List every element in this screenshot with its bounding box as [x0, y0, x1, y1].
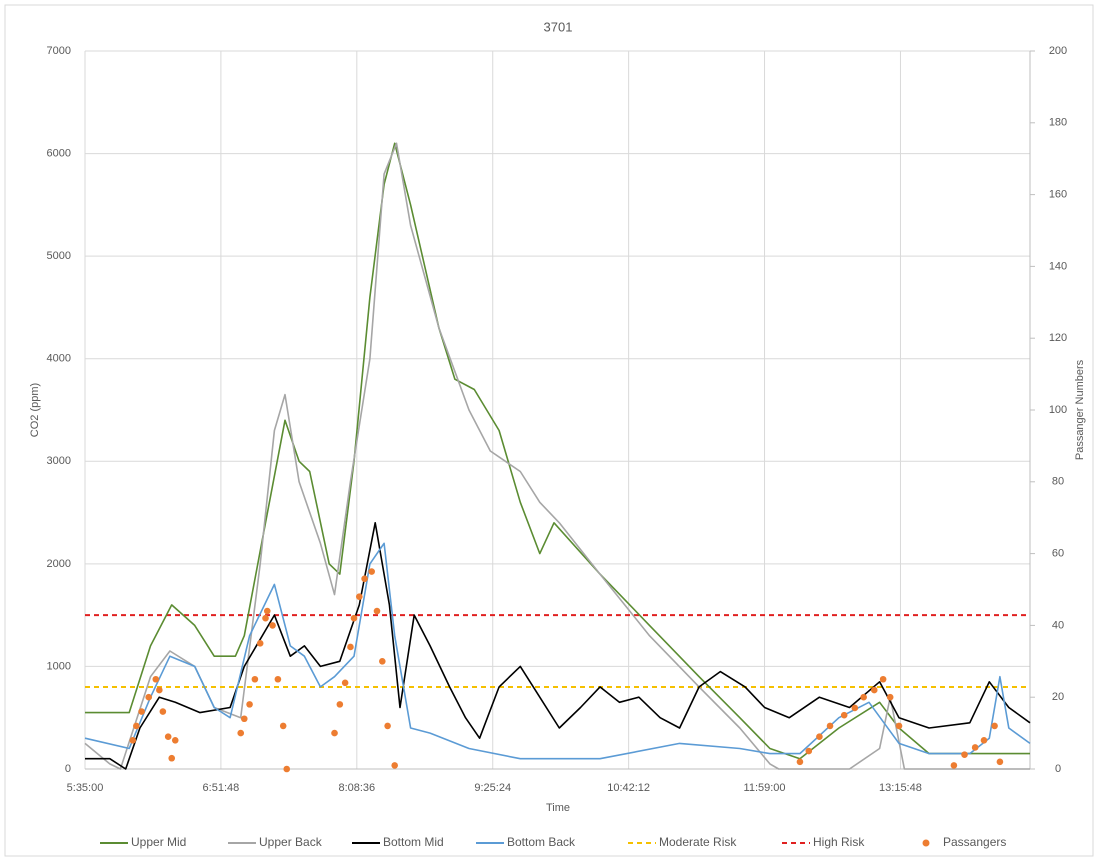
- passenger-dot: [379, 658, 386, 665]
- passenger-dot: [971, 744, 979, 751]
- passenger-dot: [269, 622, 276, 629]
- y2-tick-label: 160: [1049, 189, 1067, 201]
- passenger-dot: [384, 722, 391, 730]
- y2-axis-label: Passanger Numbers: [1074, 359, 1086, 460]
- y2-tick-label: 60: [1052, 548, 1064, 560]
- passenger-dot: [391, 762, 398, 769]
- passenger-dot: [240, 715, 248, 723]
- y2-tick-label: 20: [1052, 691, 1064, 703]
- passenger-dot: [368, 568, 375, 575]
- legend-label: High Risk: [813, 835, 865, 849]
- x-tick-label: 5:35:00: [67, 782, 104, 794]
- passenger-dot: [159, 708, 167, 715]
- y2-tick-label: 0: [1055, 763, 1061, 775]
- passenger-dot: [262, 614, 269, 622]
- y2-tick-label: 140: [1049, 260, 1067, 272]
- passenger-dot: [283, 765, 291, 773]
- y-tick-label: 7000: [47, 45, 71, 57]
- x-tick-label: 8:08:36: [338, 782, 375, 794]
- y2-tick-label: 40: [1052, 619, 1064, 631]
- legend-label: Passangers: [943, 835, 1006, 849]
- y-tick-label: 2000: [47, 558, 71, 570]
- passenger-dot: [274, 675, 282, 683]
- passenger-dot: [256, 640, 264, 647]
- passenger-dot: [152, 675, 160, 683]
- legend-label: Upper Back: [259, 835, 323, 849]
- passenger-dot: [996, 758, 1004, 766]
- passenger-dot: [826, 722, 834, 730]
- y2-tick-label: 200: [1049, 45, 1067, 57]
- passenger-dot: [145, 693, 153, 701]
- x-tick-label: 13:15:48: [879, 782, 922, 794]
- y-tick-label: 3000: [47, 455, 71, 467]
- passenger-dot: [851, 704, 859, 712]
- passenger-dot: [168, 754, 176, 762]
- passenger-dot: [355, 593, 363, 600]
- passenger-dot: [991, 722, 998, 730]
- passenger-dot: [129, 736, 137, 744]
- x-tick-label: 11:59:00: [744, 782, 786, 794]
- y-tick-label: 1000: [47, 660, 71, 672]
- passenger-dot: [980, 736, 988, 744]
- y2-tick-label: 80: [1052, 476, 1064, 488]
- x-tick-label: 10:42:12: [607, 782, 650, 794]
- passenger-dot: [796, 758, 804, 766]
- passenger-dot: [886, 693, 894, 701]
- chart-title: 3701: [544, 19, 573, 34]
- passenger-dot: [860, 693, 867, 701]
- y-tick-label: 5000: [47, 250, 71, 262]
- series-line: [85, 142, 1030, 760]
- passenger-dot: [805, 747, 813, 755]
- y2-tick-label: 180: [1049, 117, 1067, 129]
- passenger-dot: [373, 607, 381, 615]
- passenger-dot: [133, 722, 140, 730]
- passenger-dot: [347, 643, 354, 651]
- passenger-dot: [263, 607, 271, 615]
- passenger-dot: [895, 722, 903, 730]
- y-tick-label: 6000: [47, 147, 71, 159]
- passenger-dot: [840, 711, 848, 719]
- chart-border: [4, 4, 1094, 857]
- y-tick-label: 4000: [47, 353, 71, 365]
- passenger-dot: [251, 675, 259, 683]
- passenger-dot: [164, 733, 172, 740]
- passenger-dot: [237, 729, 245, 737]
- passenger-dot: [156, 686, 163, 694]
- y2-tick-label: 120: [1049, 332, 1067, 344]
- passenger-dot: [961, 751, 968, 758]
- passenger-dot: [350, 614, 358, 622]
- passenger-dot: [879, 675, 887, 683]
- passenger-dot: [870, 686, 878, 694]
- passenger-dot: [279, 722, 287, 730]
- legend-label: Upper Mid: [131, 835, 186, 849]
- legend-swatch: [922, 839, 930, 847]
- passenger-dot: [341, 679, 349, 687]
- x-tick-label: 9:25:24: [474, 782, 511, 794]
- y-axis-label: CO2 (ppm): [29, 383, 41, 437]
- passenger-dot: [336, 701, 344, 708]
- legend-label: Bottom Mid: [383, 835, 444, 849]
- series-line: [84, 542, 1031, 760]
- x-axis-label: Time: [546, 802, 570, 814]
- passenger-dot: [816, 733, 823, 740]
- passenger-dot: [138, 708, 145, 715]
- passenger-dot: [331, 729, 338, 737]
- passenger-dot: [950, 762, 958, 769]
- y2-tick-label: 100: [1049, 404, 1067, 416]
- passenger-dot: [246, 701, 253, 708]
- y-tick-label: 0: [65, 763, 71, 775]
- passenger-dot: [361, 575, 368, 583]
- legend-label: Bottom Back: [507, 835, 576, 849]
- x-tick-label: 6:51:48: [203, 782, 240, 794]
- legend-label: Moderate Risk: [659, 835, 737, 849]
- passenger-dot: [171, 736, 179, 744]
